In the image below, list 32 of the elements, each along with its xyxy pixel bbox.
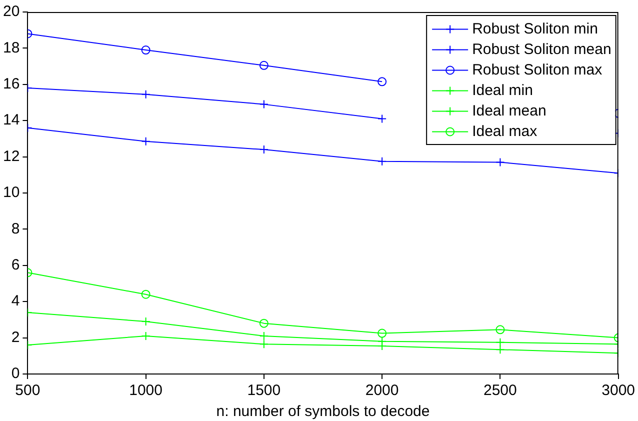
legend-label: Robust Soliton max xyxy=(472,61,603,78)
y-tick-label: 0 xyxy=(11,365,20,382)
x-tick-label: 3000 xyxy=(602,382,636,400)
y-tick-label: 6 xyxy=(11,256,20,274)
y-tick-label: 2 xyxy=(11,328,20,346)
point xyxy=(141,46,150,55)
point xyxy=(378,328,387,338)
y-tick-label: 16 xyxy=(2,76,20,93)
x-tick-label: 2500 xyxy=(484,382,517,400)
point xyxy=(259,318,268,328)
point xyxy=(378,114,387,124)
y-tick-label: 4 xyxy=(11,292,20,310)
legend-label: Ideal min xyxy=(472,82,533,99)
y-tick-label: 14 xyxy=(2,112,20,129)
x-tick-label: 500 xyxy=(15,382,40,400)
y-tick-label: 8 xyxy=(11,220,20,238)
y-tick-label: 20 xyxy=(2,3,20,20)
x-tick-label: 2000 xyxy=(365,382,399,400)
y-tick-label: 10 xyxy=(2,184,20,202)
point xyxy=(496,325,505,334)
point xyxy=(378,77,387,86)
x-tick-label: 1500 xyxy=(247,382,281,400)
y-tick-label: 18 xyxy=(2,39,20,56)
legend-label: Ideal max xyxy=(472,122,538,140)
x-axis-title: n: number of symbols to decode xyxy=(216,403,430,420)
point xyxy=(141,290,150,299)
legend-label: Robust Soliton mean xyxy=(472,40,612,58)
y-tick-label: 12 xyxy=(2,148,20,165)
x-tick-label: 1000 xyxy=(129,382,162,400)
legend-label: Robust Soliton min xyxy=(472,20,598,38)
legend-label: Ideal mean xyxy=(472,102,546,120)
point xyxy=(259,60,268,70)
